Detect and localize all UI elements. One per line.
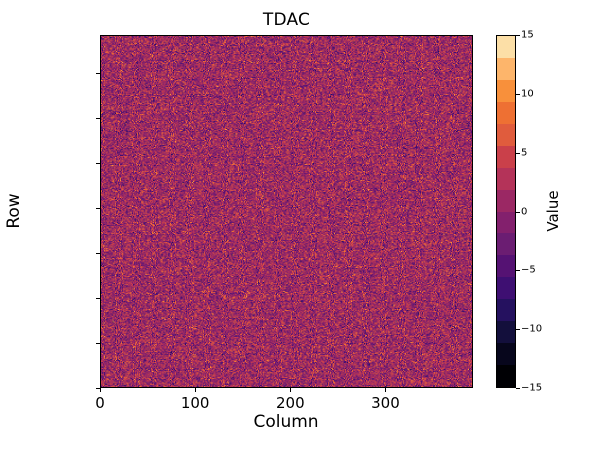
- colorbar-tick-mark: [516, 152, 520, 154]
- y-tick-mark: [96, 117, 100, 119]
- colorbar-tick-label: 5: [521, 147, 528, 159]
- colorbar-band: [497, 343, 515, 366]
- colorbar-band: [497, 299, 515, 322]
- colorbar-band: [497, 233, 515, 256]
- colorbar-tick-label: −5: [521, 264, 536, 276]
- colorbar-tick-mark: [516, 388, 520, 389]
- colorbar-tick-mark: [516, 93, 520, 95]
- colorbar-tick-mark: [516, 329, 520, 331]
- colorbar-tick-label: 10: [521, 88, 534, 100]
- y-tick-mark: [96, 72, 100, 74]
- y-tick-mark: [96, 297, 100, 299]
- colorbar-band: [497, 101, 515, 124]
- colorbar-tick-mark: [516, 211, 520, 213]
- colorbar-label: Value: [544, 190, 562, 232]
- x-tick-label: 100: [180, 394, 210, 412]
- colorbar-tick-label: 0: [521, 206, 528, 217]
- y-tick-mark: [96, 342, 100, 344]
- colorbar-band: [497, 145, 515, 168]
- colorbar-tick-mark: [516, 270, 520, 272]
- colorbar-band: [497, 57, 515, 80]
- heatmap-image: [101, 36, 472, 387]
- x-tick-label: 200: [275, 394, 305, 412]
- colorbar-band: [497, 167, 515, 190]
- colorbar-tick-mark: [516, 35, 520, 36]
- x-tick-label: 0: [95, 394, 105, 412]
- y-axis-label: Row: [4, 193, 24, 229]
- colorbar-band: [497, 211, 515, 234]
- x-tick-mark: [195, 388, 197, 392]
- colorbar-band: [497, 277, 515, 300]
- y-tick-mark: [96, 388, 100, 389]
- colorbar-band: [497, 189, 515, 212]
- colorbar-tick-label: 15: [521, 29, 534, 41]
- colorbar-band: [497, 79, 515, 102]
- colorbar-band: [497, 255, 515, 278]
- x-tick-label: 300: [371, 394, 400, 412]
- colorbar-gradient: [497, 36, 515, 387]
- colorbar[interactable]: [496, 35, 516, 388]
- heatmap-axes[interactable]: [100, 35, 473, 388]
- x-tick-mark: [100, 388, 101, 392]
- colorbar-tick-label: −15: [521, 382, 543, 394]
- chart-title: TDAC: [262, 10, 311, 30]
- colorbar-band: [497, 365, 515, 387]
- colorbar-band: [497, 36, 515, 58]
- colorbar-tick-label: −10: [521, 323, 543, 335]
- colorbar-band: [497, 321, 515, 344]
- y-tick-mark: [96, 162, 100, 164]
- x-tick-mark: [290, 388, 292, 392]
- heatmap-pixels: [101, 36, 472, 387]
- y-tick-mark: [96, 207, 100, 209]
- colorbar-band: [497, 123, 515, 146]
- x-axis-label: Column: [253, 412, 319, 432]
- y-tick-mark: [96, 252, 100, 254]
- x-tick-mark: [385, 388, 387, 392]
